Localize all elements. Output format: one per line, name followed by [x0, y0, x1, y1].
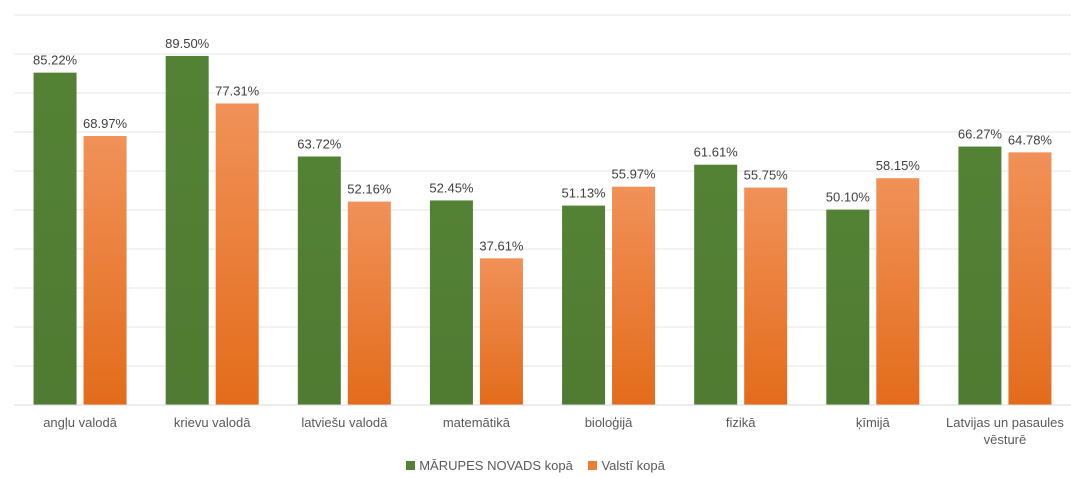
x-tick-label-0: angļu valodā [43, 415, 117, 430]
x-tick-label-line: bioloģijā [585, 415, 633, 430]
data-label-marupe-7: 66.27% [958, 127, 1003, 142]
bar-marupe-0 [33, 72, 77, 405]
x-tick-label-3: matemātikā [443, 415, 511, 430]
x-tick-label-line: latviešu valodā [301, 415, 388, 430]
data-label-valsti-4: 55.97% [612, 167, 657, 182]
data-label-marupe-2: 63.72% [297, 136, 342, 151]
data-label-valsti-7: 64.78% [1008, 132, 1053, 147]
bar-marupe-5 [694, 164, 738, 405]
legend-item-valsti: Valstī kopā [588, 458, 665, 473]
bars-group [33, 55, 1052, 405]
data-label-valsti-6: 58.15% [876, 158, 921, 173]
legend-item-marupe: MĀRUPES NOVADS kopā [406, 458, 573, 473]
bar-valsti-4 [612, 186, 656, 405]
x-tick-label-line: krievu valodā [174, 415, 251, 430]
x-tick-label-line: matemātikā [443, 415, 511, 430]
data-label-valsti-0: 68.97% [83, 116, 128, 131]
bar-valsti-1 [215, 103, 259, 405]
data-label-valsti-3: 37.61% [479, 238, 524, 253]
bar-marupe-1 [165, 55, 209, 405]
legend-swatch-orange [588, 461, 598, 470]
bar-valsti-0 [83, 136, 127, 405]
x-tick-label-line: ķīmijā [856, 415, 891, 430]
bar-valsti-5 [744, 187, 788, 405]
data-label-marupe-4: 51.13% [562, 186, 607, 201]
x-tick-label-2: latviešu valodā [301, 415, 388, 430]
bar-marupe-6 [826, 209, 870, 405]
bar-marupe-3 [429, 200, 473, 405]
data-labels-group: 85.22% 68.97% 89.50% 77.31% 63.72% 52.16% 52.4… [33, 36, 1052, 253]
x-tick-label-line: fizikā [726, 415, 756, 430]
x-axis-tick-labels: angļu valodā krievu valodā latviešu valodā… [43, 415, 1064, 447]
bar-marupe-4 [562, 205, 606, 405]
x-tick-label-1: krievu valodā [174, 415, 251, 430]
data-label-marupe-6: 50.10% [826, 190, 871, 205]
legend-swatch-green [406, 461, 416, 470]
data-label-marupe-0: 85.22% [33, 53, 78, 68]
bar-valsti-7 [1008, 152, 1052, 405]
x-tick-label-line: angļu valodā [43, 415, 117, 430]
x-tick-label-line: vēsturē [984, 432, 1027, 447]
data-label-valsti-5: 55.75% [744, 168, 789, 183]
data-label-marupe-3: 52.45% [429, 180, 474, 195]
bar-valsti-2 [347, 201, 391, 405]
bar-valsti-3 [479, 258, 523, 405]
bar-marupe-7 [958, 146, 1002, 405]
data-label-valsti-2: 52.16% [347, 182, 392, 197]
data-label-valsti-1: 77.31% [215, 83, 260, 98]
data-label-marupe-5: 61.61% [694, 145, 739, 160]
legend-label-valsti: Valstī kopā [601, 458, 665, 473]
x-tick-label-4: bioloģijā [585, 415, 633, 430]
x-tick-label-6: ķīmijā [856, 415, 891, 430]
bar-marupe-2 [297, 156, 341, 405]
x-tick-label-7: Latvijas un pasaules vēsturē [946, 415, 1064, 447]
legend-label-marupe: MĀRUPES NOVADS kopā [419, 458, 573, 473]
legend: MĀRUPES NOVADS kopā Valstī kopā [0, 458, 1071, 473]
x-tick-label-line: Latvijas un pasaules [946, 415, 1064, 430]
x-tick-label-5: fizikā [726, 415, 756, 430]
bar-valsti-6 [876, 178, 920, 405]
data-label-marupe-1: 89.50% [165, 36, 210, 51]
